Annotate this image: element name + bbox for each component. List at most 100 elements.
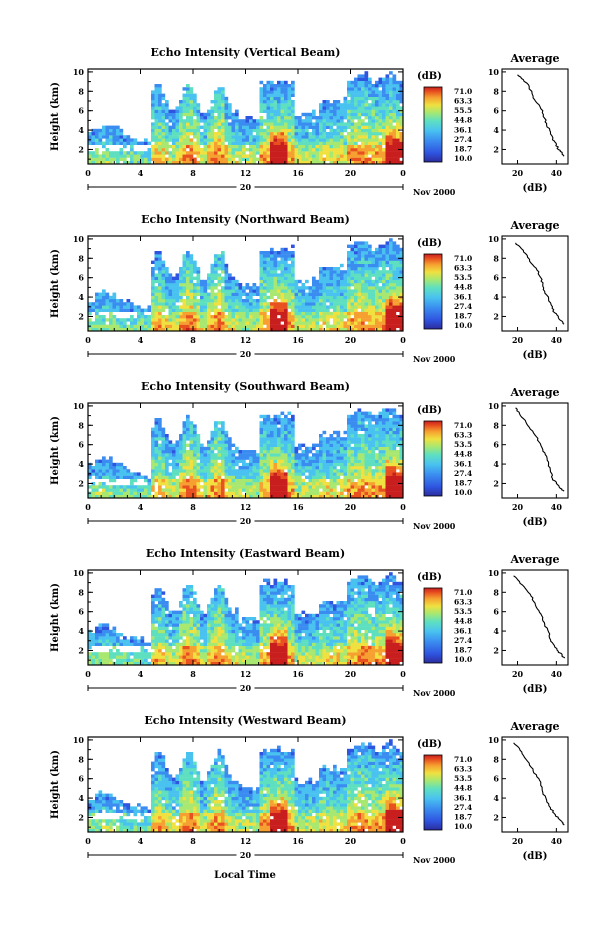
heatmap-cell bbox=[190, 257, 194, 260]
heatmap-cell bbox=[204, 154, 208, 157]
heatmap-cell bbox=[109, 466, 113, 469]
heatmap-cell bbox=[347, 132, 351, 135]
heatmap-cell bbox=[277, 273, 281, 276]
heatmap-cell bbox=[347, 116, 351, 119]
heatmap-cell bbox=[337, 476, 341, 479]
heatmap-cell bbox=[368, 485, 372, 488]
heatmap-cell bbox=[333, 277, 337, 280]
heatmap-cell bbox=[358, 119, 362, 122]
heatmap-cell bbox=[239, 122, 243, 125]
heatmap-cell bbox=[204, 485, 208, 488]
heatmap-cell bbox=[365, 158, 369, 161]
heatmap-cell bbox=[379, 81, 383, 84]
heatmap-cell bbox=[267, 264, 271, 267]
heatmap-cell bbox=[323, 267, 327, 270]
heatmap-cell bbox=[354, 241, 358, 244]
heatmap-cell bbox=[319, 305, 323, 308]
heatmap-cell bbox=[277, 431, 281, 434]
heatmap-cell bbox=[277, 145, 281, 148]
heatmap-cell bbox=[323, 440, 327, 443]
heatmap-cell bbox=[200, 492, 204, 495]
heatmap-cell bbox=[305, 321, 309, 324]
heatmap-cell bbox=[347, 469, 351, 472]
heatmap-cell bbox=[148, 492, 152, 495]
heatmap-cell bbox=[347, 94, 351, 97]
heatmap-cell bbox=[249, 293, 253, 296]
heatmap-cell bbox=[274, 492, 278, 495]
heatmap-cell bbox=[158, 257, 162, 260]
heatmap-cell bbox=[281, 94, 285, 97]
heatmap-cell bbox=[207, 273, 211, 276]
heatmap-cell bbox=[288, 315, 292, 318]
heatmap-cell bbox=[207, 110, 211, 113]
heatmap-cell bbox=[396, 245, 400, 248]
heatmap-cell bbox=[228, 132, 232, 135]
heatmap-cell bbox=[207, 485, 211, 488]
heatmap-cell bbox=[267, 318, 271, 321]
heatmap-cell bbox=[368, 267, 372, 270]
heatmap-cell bbox=[113, 325, 117, 328]
heatmap-cell bbox=[365, 460, 369, 463]
heatmap-cell bbox=[242, 151, 246, 154]
heatmap-cell bbox=[365, 145, 369, 148]
heatmap-cell bbox=[235, 309, 239, 312]
heatmap-cell bbox=[155, 289, 159, 292]
heatmap-cell bbox=[323, 485, 327, 488]
heatmap-cell bbox=[151, 296, 155, 299]
heatmap-cell bbox=[151, 325, 155, 328]
heatmap-cell bbox=[165, 135, 169, 138]
heatmap-cell bbox=[281, 277, 285, 280]
heatmap-cell bbox=[333, 466, 337, 469]
heatmap-cell bbox=[102, 129, 106, 132]
heatmap-cell bbox=[158, 264, 162, 267]
heatmap-cell bbox=[309, 302, 313, 305]
heatmap-cell bbox=[162, 302, 166, 305]
heatmap-cell bbox=[228, 450, 232, 453]
heatmap-cell bbox=[316, 129, 320, 132]
heatmap-cell bbox=[183, 267, 187, 270]
heatmap-cell bbox=[372, 261, 376, 264]
heatmap-cell bbox=[354, 106, 358, 109]
heatmap-cell bbox=[333, 479, 337, 482]
heatmap-cell bbox=[130, 321, 134, 324]
profile-title: Average bbox=[509, 52, 559, 65]
heatmap-cell bbox=[312, 463, 316, 466]
heatmap-cell bbox=[375, 283, 379, 286]
heatmap-cell bbox=[221, 296, 225, 299]
heatmap-cell bbox=[323, 286, 327, 289]
heatmap-cell bbox=[246, 321, 250, 324]
heatmap-cell bbox=[393, 312, 397, 315]
heatmap-cell bbox=[344, 135, 348, 138]
heatmap-cell bbox=[372, 87, 376, 90]
heatmap-cell bbox=[256, 456, 260, 459]
heatmap-cell bbox=[232, 305, 236, 308]
heatmap-cell bbox=[263, 434, 267, 437]
heatmap-cell bbox=[316, 283, 320, 286]
heatmap-cell bbox=[284, 100, 288, 103]
heatmap-cell bbox=[305, 447, 309, 450]
heatmap-cell bbox=[169, 138, 173, 141]
heatmap-cell bbox=[340, 103, 344, 106]
heatmap-cell bbox=[256, 315, 260, 318]
heatmap-cell bbox=[312, 444, 316, 447]
heatmap-cell bbox=[113, 476, 117, 479]
heatmap-cell bbox=[358, 482, 362, 485]
heatmap-cell bbox=[351, 248, 355, 251]
heatmap-cell bbox=[284, 485, 288, 488]
heatmap-cell bbox=[165, 296, 169, 299]
heatmap-cell bbox=[179, 280, 183, 283]
heatmap-cell bbox=[361, 472, 365, 475]
heatmap-cell bbox=[347, 81, 351, 84]
heatmap-cell bbox=[190, 485, 194, 488]
heatmap-cell bbox=[144, 138, 148, 141]
heatmap-cell bbox=[354, 267, 358, 270]
heatmap-cell bbox=[204, 135, 208, 138]
heatmap-cell bbox=[260, 309, 264, 312]
heatmap-cell bbox=[337, 318, 341, 321]
heatmap-cell bbox=[179, 145, 183, 148]
heatmap-cell bbox=[256, 305, 260, 308]
heatmap-cell bbox=[207, 469, 211, 472]
heatmap-cell bbox=[284, 261, 288, 264]
heatmap-cell bbox=[291, 463, 295, 466]
heatmap-cell bbox=[179, 447, 183, 450]
